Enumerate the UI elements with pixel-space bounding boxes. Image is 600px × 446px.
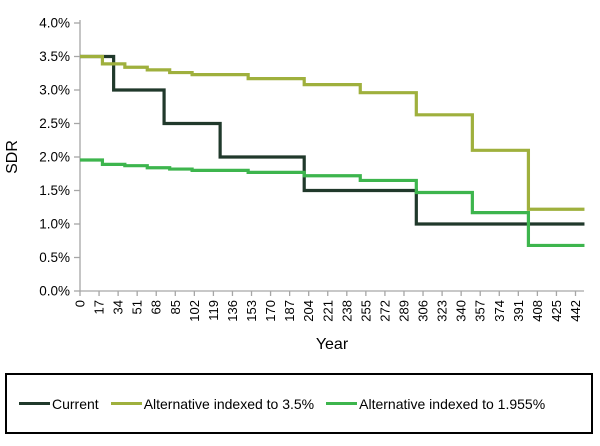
x-tick-label: 255 [358, 300, 373, 322]
x-tick-label: 374 [492, 300, 507, 322]
x-tick-label: 51 [130, 300, 145, 314]
x-tick-label: 289 [396, 300, 411, 322]
y-tick-label: 0.5% [39, 250, 70, 265]
x-tick-label: 0 [73, 300, 88, 307]
x-tick-label: 323 [435, 300, 450, 322]
y-tick-label: 3.0% [39, 83, 70, 98]
x-tick-label: 85 [168, 300, 183, 314]
series-line-0 [80, 54, 585, 226]
x-tick-label: 357 [473, 300, 488, 322]
x-tick-label: 17 [92, 300, 107, 314]
x-tick-label: 187 [282, 300, 297, 322]
series-line-1 [80, 54, 585, 211]
y-tick-label: 0.0% [39, 284, 70, 299]
x-tick-label: 68 [149, 300, 164, 314]
x-tick-label: 238 [339, 300, 354, 322]
x-tick-label: 272 [377, 300, 392, 322]
legend-label-alt-3-5: Alternative indexed to 3.5% [143, 395, 315, 412]
x-tick-label: 340 [454, 300, 469, 322]
legend-label-current: Current [52, 395, 99, 412]
y-tick-label: 1.0% [39, 217, 70, 232]
x-tick-label: 170 [263, 300, 278, 322]
x-tick-label: 102 [187, 300, 202, 322]
x-tick-label: 136 [225, 300, 240, 322]
x-tick-label: 153 [244, 300, 259, 322]
legend-swatch-current [19, 401, 50, 406]
y-tick-label: 3.5% [39, 49, 70, 64]
legend-label-alt-1-955: Alternative indexed to 1.955% [359, 395, 546, 412]
chart-svg: 0.0% 0.5% 1.0% 1.5% 2.0% 2.5% 3.0% 3.5% 4.0% 0 17 3… [4, 16, 585, 353]
y-tick-label: 1.5% [39, 183, 70, 198]
y-tick-label: 2.0% [39, 150, 70, 165]
legend-swatch-alt-3-5 [110, 401, 142, 406]
legend-swatch-alt-1-955 [326, 401, 358, 406]
x-tick-label: 221 [320, 300, 335, 322]
x-axis-title: Year [316, 336, 349, 353]
x-tick-label: 34 [111, 300, 126, 314]
x-tick-label: 204 [301, 300, 316, 322]
legend: Current Alternative indexed to 3.5% Alte… [5, 373, 593, 434]
y-tick-label: 2.5% [39, 116, 70, 131]
x-tick-label: 391 [511, 300, 526, 322]
x-tick-label: 408 [530, 300, 545, 322]
y-tick-label: 4.0% [39, 16, 70, 31]
legend-item-alt-3-5: Alternative indexed to 3.5% [110, 395, 315, 412]
x-tick-label: 306 [416, 300, 431, 322]
x-tick-label: 425 [549, 300, 564, 322]
legend-item-current: Current [19, 396, 99, 412]
x-tick-label: 119 [206, 300, 221, 321]
y-axis-title: SDR [4, 140, 21, 174]
x-tick-label: 442 [568, 300, 583, 322]
series-line-2 [80, 158, 585, 248]
legend-item-alt-1-955: Alternative indexed to 1.955% [326, 396, 545, 412]
